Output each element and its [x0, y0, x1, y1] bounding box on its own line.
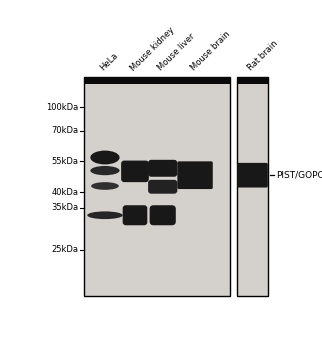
- Text: 35kDa: 35kDa: [52, 203, 79, 212]
- Text: PIST/GOPC: PIST/GOPC: [276, 171, 322, 180]
- FancyBboxPatch shape: [121, 161, 149, 182]
- Text: 70kDa: 70kDa: [52, 126, 79, 135]
- FancyBboxPatch shape: [237, 163, 268, 188]
- Text: Mouse brain: Mouse brain: [189, 30, 232, 73]
- Text: Mouse liver: Mouse liver: [156, 32, 197, 73]
- FancyBboxPatch shape: [123, 205, 147, 225]
- FancyBboxPatch shape: [148, 160, 177, 177]
- Ellipse shape: [91, 182, 119, 190]
- Ellipse shape: [90, 150, 119, 164]
- FancyBboxPatch shape: [150, 205, 176, 225]
- Bar: [84, 77, 230, 296]
- Text: Rat brain: Rat brain: [246, 39, 279, 73]
- Text: HeLa: HeLa: [99, 51, 120, 73]
- Text: 100kDa: 100kDa: [47, 103, 79, 112]
- Text: 40kDa: 40kDa: [52, 188, 79, 197]
- Text: Mouse kidney: Mouse kidney: [128, 25, 176, 73]
- Text: 55kDa: 55kDa: [52, 157, 79, 166]
- FancyBboxPatch shape: [177, 161, 213, 189]
- Bar: [237, 77, 268, 84]
- FancyBboxPatch shape: [148, 180, 177, 194]
- Ellipse shape: [87, 211, 123, 219]
- Bar: [237, 77, 268, 296]
- Bar: [84, 77, 230, 84]
- Ellipse shape: [90, 166, 119, 175]
- Text: 25kDa: 25kDa: [52, 245, 79, 254]
